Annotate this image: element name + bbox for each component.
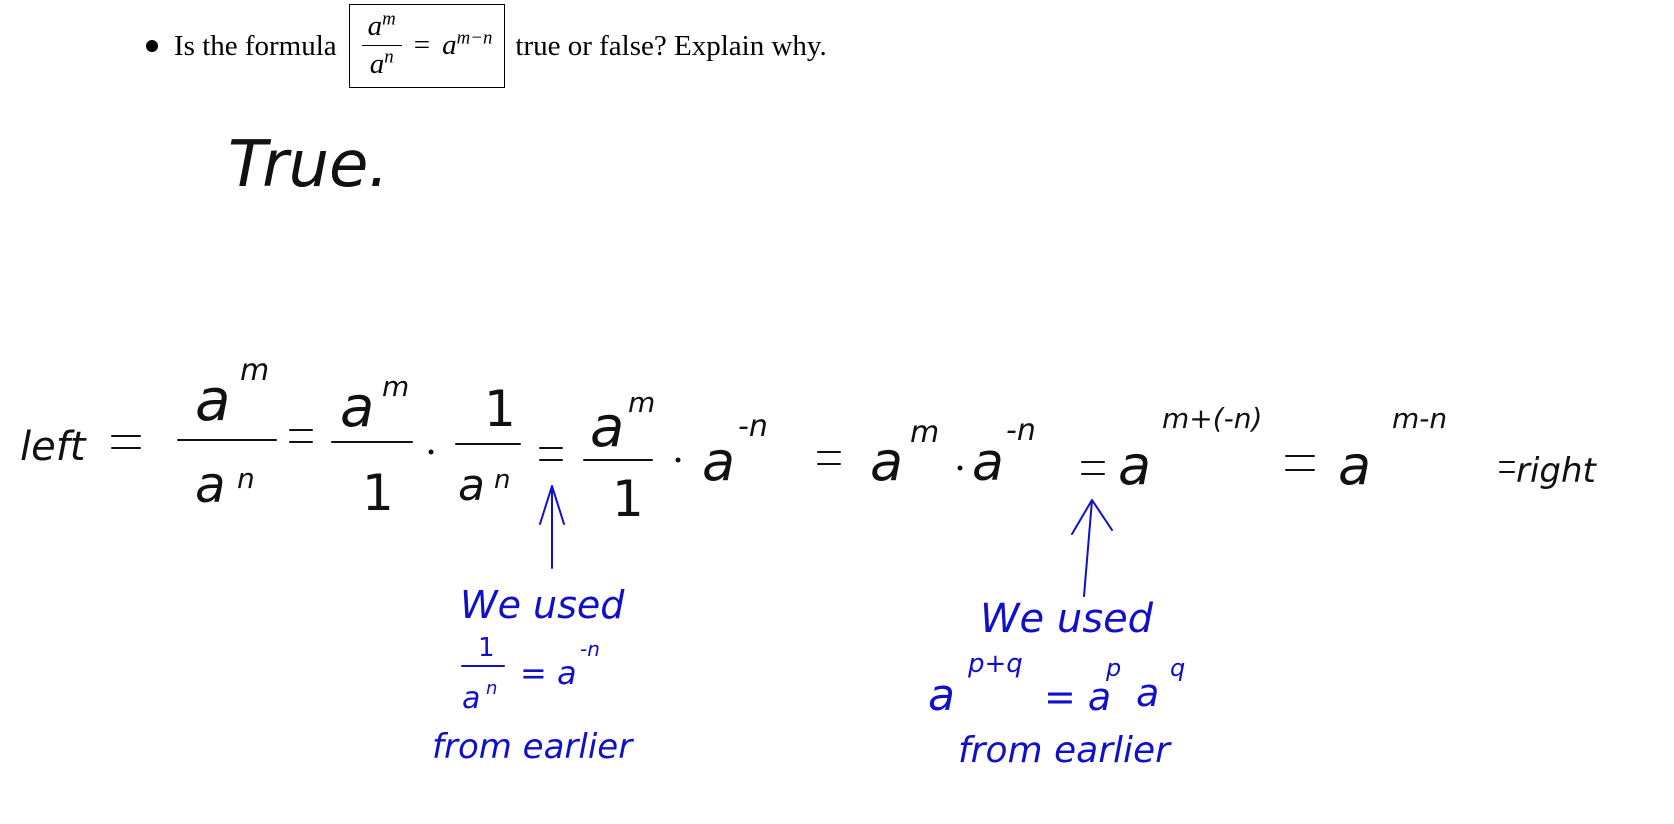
note1-line1: We used xyxy=(460,583,625,627)
exp-m: m xyxy=(910,415,939,450)
note1-frac-num: 1 xyxy=(478,633,495,663)
question-suffix: true or false? Explain why. xyxy=(515,29,827,62)
note2-rhs: = a xyxy=(1044,675,1111,719)
base-a: a xyxy=(1118,434,1151,497)
equals-sign xyxy=(817,451,841,465)
bullet-icon xyxy=(146,40,158,52)
equals-sign xyxy=(111,435,141,449)
equals-sign xyxy=(1285,455,1315,471)
note2-line1: We used xyxy=(980,596,1154,642)
formula-rhs: am−n xyxy=(442,26,493,62)
fraction-bar xyxy=(361,44,402,46)
base-a: a xyxy=(1338,434,1371,497)
exp-diff: m-n xyxy=(1392,402,1447,435)
exp-sum: m+(-n) xyxy=(1162,402,1262,435)
equals-sign xyxy=(539,447,563,461)
base-a: a xyxy=(702,430,735,493)
note1-rhs: = a xyxy=(520,654,577,692)
equals-sign xyxy=(1081,461,1105,475)
frac4-num: a xyxy=(590,395,624,460)
frac4-num-exp: m xyxy=(628,386,655,419)
frac2-den: 1 xyxy=(362,464,394,522)
arrow-up-icon xyxy=(1071,499,1113,597)
note2-rhs-exp2: q xyxy=(1170,654,1185,682)
note1-frac-den: a xyxy=(462,681,480,716)
frac3-den: a xyxy=(458,460,485,511)
question-line: Is the formula am an = am−n true or fals… xyxy=(146,0,827,92)
formula-den-base: a xyxy=(369,47,385,80)
frac2-num-exp: m xyxy=(382,370,409,403)
note1-line3: from earlier xyxy=(432,727,634,767)
note2-lhs: a xyxy=(928,670,955,721)
frac3-num: 1 xyxy=(484,380,516,438)
frac1-num-exp: m xyxy=(240,353,269,388)
frac2-num: a xyxy=(340,375,374,440)
frac1-num: a xyxy=(195,366,231,434)
frac1-den-exp: n xyxy=(237,462,255,495)
multiply-dot xyxy=(675,457,681,463)
formula-den-exp: n xyxy=(384,45,394,67)
formula-num-exp: m xyxy=(382,8,396,30)
formula-fraction: am an xyxy=(361,8,402,80)
left-label: left xyxy=(20,424,87,470)
exp-neg-n: -n xyxy=(738,409,768,444)
formula-rhs-base: a xyxy=(442,28,457,61)
equals-sign xyxy=(289,429,313,443)
formula-rhs-exp: m−n xyxy=(456,26,493,48)
note2-line3: from earlier xyxy=(958,730,1172,771)
answer-text: True. xyxy=(228,128,389,202)
note1-frac-den-exp: n xyxy=(486,678,497,699)
formula-num-base: a xyxy=(367,10,383,43)
question-prefix: Is the formula xyxy=(174,29,337,62)
note2-lhs-exp: p+q xyxy=(967,649,1023,679)
formula-box: am an = am−n xyxy=(348,4,506,88)
note2-rhs-base2: a xyxy=(1136,671,1159,715)
frac4-den: 1 xyxy=(612,470,644,528)
arrow-up-icon xyxy=(539,485,565,569)
formula-equals: = xyxy=(413,28,431,61)
multiply-dot xyxy=(957,465,963,471)
note1-rhs-exp: -n xyxy=(580,637,600,661)
multiply-dot xyxy=(428,449,434,455)
right-label: right xyxy=(1516,451,1598,491)
frac3-den-exp: n xyxy=(494,465,510,495)
equals-sign xyxy=(1499,461,1515,473)
frac1-den: a xyxy=(195,456,226,514)
base-a: a xyxy=(870,430,903,493)
exp-neg-n: -n xyxy=(1006,413,1036,448)
note2-rhs-exp1: p xyxy=(1105,654,1121,682)
base-a: a xyxy=(972,433,1004,493)
